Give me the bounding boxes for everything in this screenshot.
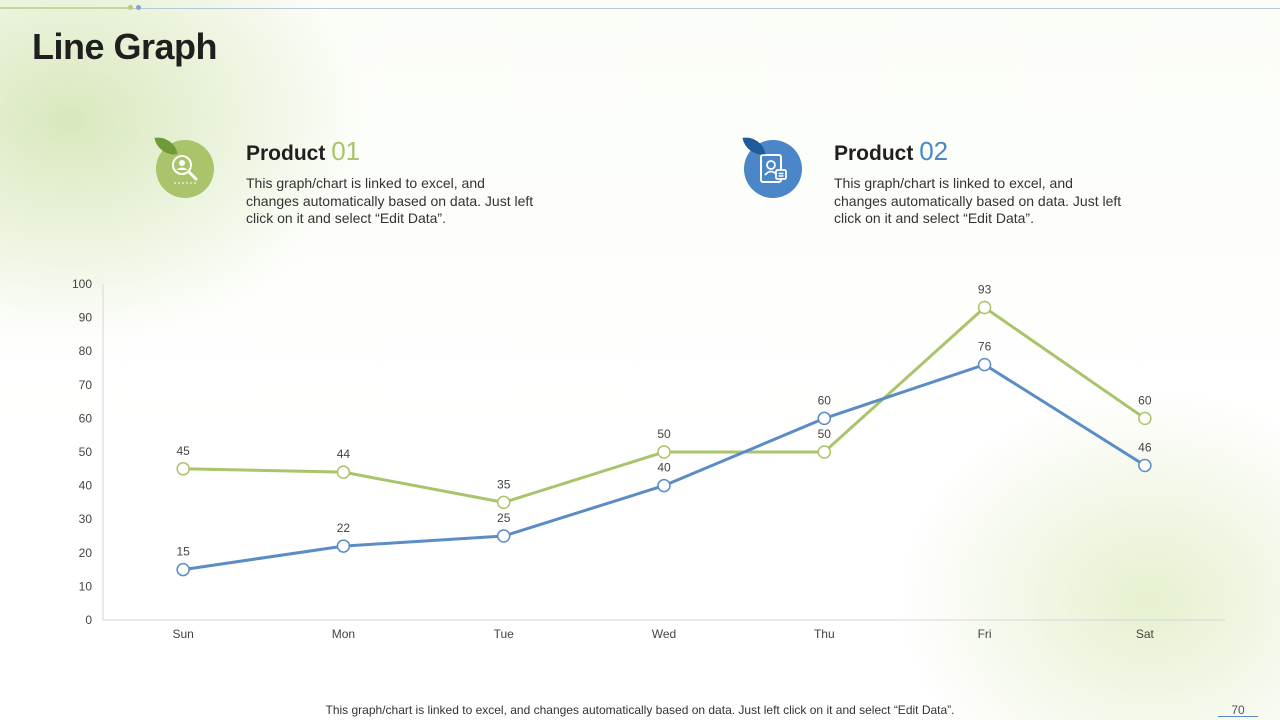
data-point-marker [977, 357, 992, 372]
x-tick-label: Mon [332, 627, 355, 641]
product-number: 01 [331, 136, 361, 166]
y-tick-label: 20 [79, 546, 93, 560]
product-label: Product [834, 142, 914, 165]
data-label: 35 [497, 477, 511, 491]
product-label: Product [246, 142, 326, 165]
data-label: 15 [176, 545, 190, 559]
data-label: 50 [818, 427, 832, 441]
data-point-marker [817, 411, 832, 426]
data-point-marker [657, 445, 671, 459]
data-point-marker [176, 462, 190, 476]
y-tick-label: 0 [85, 613, 92, 627]
x-tick-label: Fri [978, 627, 992, 641]
data-label: 50 [657, 427, 671, 441]
data-label: 76 [978, 340, 992, 354]
page-number: 70 [1231, 703, 1245, 717]
data-point-marker [496, 529, 511, 543]
accent-dot-green [128, 5, 133, 10]
data-label: 25 [497, 511, 511, 525]
y-tick-label: 100 [72, 277, 92, 291]
data-label: 93 [978, 283, 992, 297]
top-accent-line [0, 7, 130, 9]
y-tick-label: 80 [79, 344, 93, 358]
data-point-marker [1138, 458, 1152, 473]
data-label: 22 [337, 521, 351, 535]
product-01-heading: Product 01 [246, 136, 546, 167]
x-tick-label: Wed [652, 627, 676, 641]
x-tick-label: Tue [494, 627, 515, 641]
data-label: 40 [657, 461, 671, 475]
footer-note: This graph/chart is linked to excel, and… [325, 703, 955, 717]
search-person-icon [156, 140, 214, 198]
x-tick-label: Sat [1136, 627, 1155, 641]
y-tick-label: 50 [79, 445, 93, 459]
data-label: 60 [1138, 393, 1152, 407]
y-tick-label: 90 [79, 311, 93, 325]
data-point-marker [336, 465, 351, 479]
product-01-description: This graph/chart is linked to excel, and… [246, 175, 534, 226]
product-02-heading: Product 02 [834, 136, 1134, 167]
product-number: 02 [919, 136, 949, 166]
data-point-marker [1138, 411, 1152, 426]
x-tick-label: Thu [814, 627, 835, 641]
product-02-description: This graph/chart is linked to excel, and… [834, 175, 1122, 226]
y-tick-label: 70 [79, 378, 93, 392]
data-point-marker [336, 539, 351, 553]
data-label: 44 [337, 447, 351, 461]
top-divider-line [0, 8, 1280, 9]
y-tick-label: 10 [79, 579, 93, 593]
y-tick-label: 60 [79, 411, 93, 425]
y-tick-label: 40 [79, 479, 93, 493]
page-number-underline [1218, 716, 1258, 717]
x-tick-label: Sun [172, 627, 193, 641]
data-point-marker [176, 562, 190, 577]
data-label: 60 [818, 393, 832, 407]
page-title: Line Graph [32, 26, 218, 67]
y-tick-label: 30 [79, 512, 93, 526]
data-point-marker [817, 445, 832, 459]
data-point-marker [657, 478, 671, 493]
data-label: 46 [1138, 440, 1152, 454]
data-point-marker [496, 495, 511, 510]
data-point-marker [977, 300, 992, 315]
data-label: 45 [176, 444, 190, 458]
accent-dot-blue [136, 5, 141, 10]
